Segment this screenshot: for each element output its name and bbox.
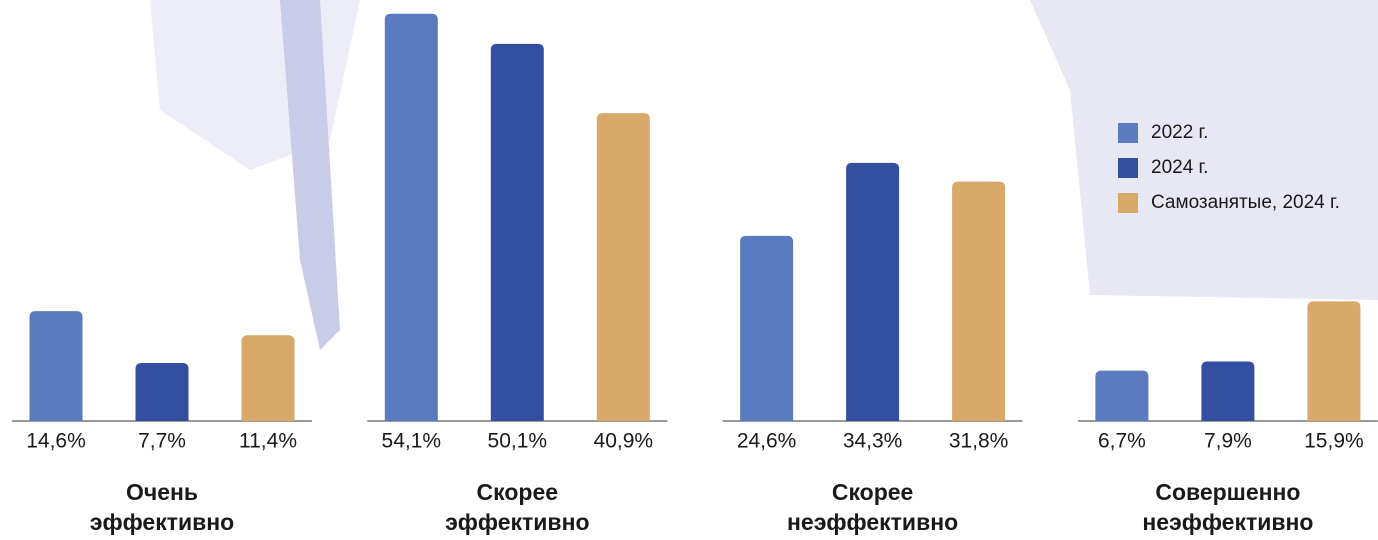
category-label: Скорее неэффективно	[787, 479, 958, 535]
category-label: Очень эффективно	[90, 479, 234, 535]
value-label: 54,1%	[382, 430, 442, 453]
category-label: Скорее эффективно	[445, 479, 589, 535]
bar	[490, 43, 544, 421]
value-label: 40,9%	[594, 430, 654, 453]
bar	[740, 235, 794, 421]
value-label: 15,9%	[1304, 430, 1364, 453]
legend-label: 2024 г.	[1151, 157, 1208, 178]
value-label: 7,7%	[138, 430, 186, 453]
bar	[596, 113, 650, 421]
bar	[1201, 361, 1255, 421]
value-label: 14,6%	[26, 430, 86, 453]
legend-label: Самозанятые, 2024 г.	[1151, 192, 1340, 213]
value-label: 11,4%	[239, 430, 297, 453]
legend-swatch	[1118, 193, 1138, 213]
bar	[1095, 370, 1149, 421]
value-label: 50,1%	[488, 430, 548, 453]
legend-swatch	[1118, 158, 1138, 178]
background-decoration	[150, 0, 1378, 350]
value-label: 34,3%	[843, 430, 903, 453]
bar	[1307, 301, 1361, 421]
bar	[29, 311, 83, 421]
legend-swatch	[1118, 123, 1138, 143]
value-label: 24,6%	[737, 430, 797, 453]
value-label: 31,8%	[949, 430, 1009, 453]
value-label: 7,9%	[1204, 430, 1252, 453]
bar	[241, 335, 295, 421]
bar	[846, 162, 900, 421]
value-label: 6,7%	[1098, 430, 1146, 453]
bar	[135, 363, 189, 421]
category-label: Совершенно неэффективно	[1142, 479, 1313, 535]
bar	[952, 181, 1006, 421]
legend-label: 2022 г.	[1151, 122, 1208, 143]
bar	[384, 13, 438, 422]
